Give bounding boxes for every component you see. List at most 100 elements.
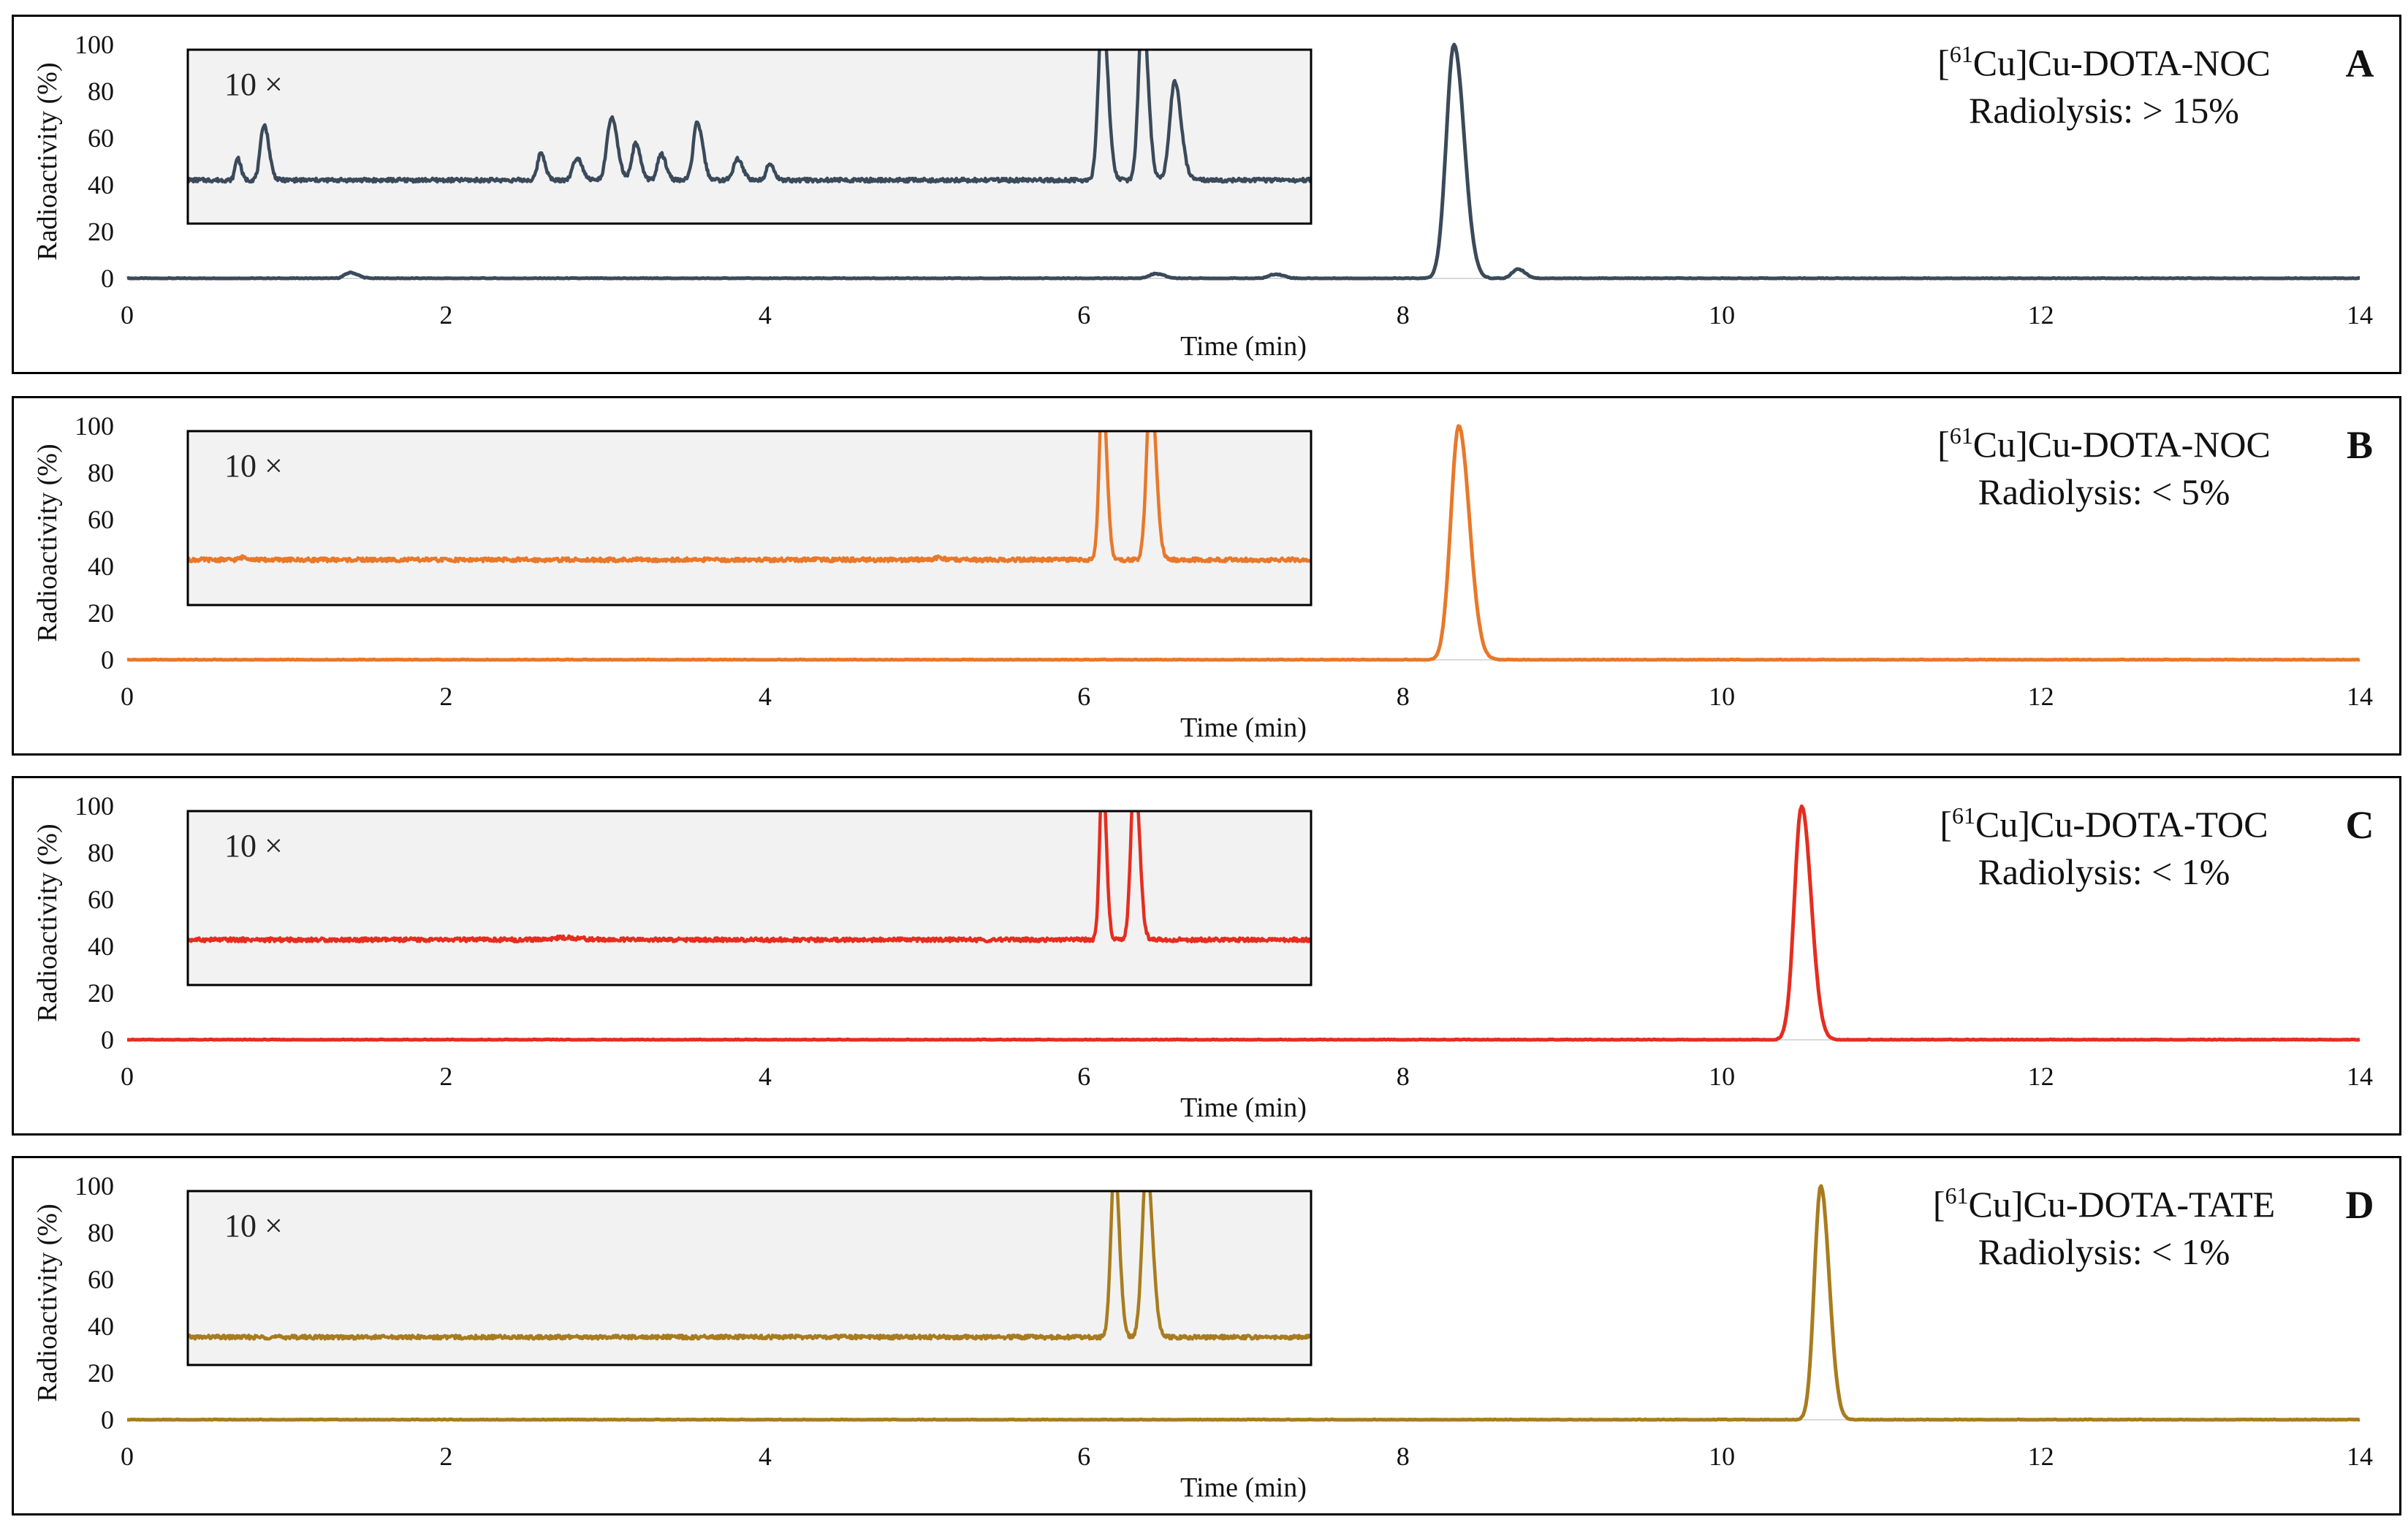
y-tick-label: 0 (101, 1405, 114, 1434)
inset-trace (188, 431, 1311, 563)
x-tick-label: 8 (1397, 300, 1410, 330)
y-tick-label: 80 (88, 77, 114, 106)
inset-border (186, 1190, 1313, 1366)
x-tick-label: 4 (759, 1442, 772, 1471)
inset-border (186, 48, 1313, 225)
x-tick-label: 14 (2347, 682, 2373, 711)
x-tick-label: 10 (1709, 682, 1735, 711)
x-tick-label: 6 (1077, 1442, 1090, 1471)
radiolysis-label: Radiolysis: < 1% (1978, 851, 2230, 892)
y-tick-label: 20 (88, 1358, 114, 1388)
compound-isotope-superscript: 61 (1950, 41, 1973, 67)
chart-svg: 0 20 40 60 80 100 0 2 4 6 8 10 12 14 Time (min) Radioac… (32, 30, 2374, 362)
x-tick-label: 8 (1397, 1062, 1410, 1091)
compound-prefix: [ (1937, 424, 1950, 465)
x-tick-label: 12 (2028, 1442, 2054, 1471)
y-tick-label: 40 (88, 932, 114, 961)
main-trace (126, 1184, 2360, 1422)
y-tick-label: 80 (88, 1218, 114, 1247)
compound-name: [61Cu]Cu-DOTA-TOC (1940, 802, 2268, 845)
compound-isotope-superscript: 61 (1952, 802, 1975, 829)
x-tick-label: 12 (2028, 300, 2054, 330)
main-trace (126, 804, 2360, 1042)
compound-name: [61Cu]Cu-DOTA-NOC (1937, 41, 2271, 83)
x-axis-title: Time (min) (1180, 1472, 1307, 1503)
x-tick-label: 0 (121, 300, 134, 330)
y-tick-label: 60 (88, 505, 114, 534)
x-tick-label: 0 (121, 1442, 134, 1471)
chart-svg: 0 20 40 60 80 100 0 2 4 6 8 10 12 14 Time (min) Radioac… (32, 411, 2373, 743)
x-tick-label: 10 (1709, 1062, 1735, 1091)
main-trace (126, 424, 2360, 662)
y-tick-label: 40 (88, 552, 114, 581)
y-axis-title: Radioactivity (%) (32, 1203, 63, 1402)
radiolysis-label: Radiolysis: < 1% (1978, 1231, 2230, 1272)
x-tick-label: 2 (439, 1442, 452, 1471)
y-tick-label: 60 (88, 885, 114, 914)
x-tick-label: 2 (439, 1062, 452, 1091)
x-tick-label: 2 (439, 300, 452, 330)
compound-prefix: [ (1937, 42, 1950, 83)
inset-trace (188, 811, 1311, 943)
inset-trace (188, 1191, 1311, 1341)
inset-magnification-label: 10 × (224, 828, 283, 864)
y-tick-label: 100 (75, 791, 114, 821)
x-tick-label: 6 (1077, 1062, 1090, 1091)
x-tick-label: 6 (1077, 682, 1090, 711)
panel-letter: A (2346, 42, 2374, 85)
inset-box (186, 48, 1313, 225)
x-tick-label: 4 (759, 1062, 772, 1091)
y-tick-label: 60 (88, 123, 114, 153)
y-tick-label: 20 (88, 978, 114, 1008)
compound-rest: Cu]Cu-DOTA-NOC (1973, 424, 2271, 465)
inset-border (186, 430, 1313, 606)
y-tick-label: 0 (101, 264, 114, 293)
y-tick-label: 80 (88, 838, 114, 867)
compound-name: [61Cu]Cu-DOTA-NOC (1937, 422, 2271, 465)
panel-letter: B (2347, 423, 2373, 467)
inset-magnification-label: 10 × (224, 1208, 283, 1244)
radiolysis-label: Radiolysis: < 5% (1978, 471, 2230, 512)
x-tick-label: 4 (759, 300, 772, 330)
x-tick-label: 12 (2028, 682, 2054, 711)
x-tick-label: 14 (2347, 300, 2373, 330)
x-tick-label: 8 (1397, 682, 1410, 711)
compound-prefix: [ (1933, 1184, 1945, 1225)
y-tick-label: 100 (75, 411, 114, 441)
compound-isotope-superscript: 61 (1945, 1182, 1968, 1209)
inset-magnification-label: 10 × (224, 66, 283, 102)
inset-border (186, 810, 1313, 986)
y-tick-label: 80 (88, 458, 114, 487)
x-tick-label: 6 (1077, 300, 1090, 330)
radiolysis-label: Radiolysis: > 15% (1969, 90, 2239, 131)
y-tick-label: 100 (75, 30, 114, 59)
inset-trace (188, 50, 1311, 184)
x-tick-label: 4 (759, 682, 772, 711)
compound-rest: Cu]Cu-DOTA-TOC (1975, 804, 2268, 845)
y-axis-title: Radioactivity (%) (32, 62, 63, 260)
x-tick-label: 10 (1709, 1442, 1735, 1471)
chart-panel-b: 0 20 40 60 80 100 0 2 4 6 8 10 12 14 Time (min) Radioac… (12, 396, 2401, 756)
compound-isotope-superscript: 61 (1950, 422, 1973, 449)
chart-panel-c: 0 20 40 60 80 100 0 2 4 6 8 10 12 14 Time (min) Radioac… (12, 776, 2401, 1136)
y-tick-label: 40 (88, 170, 114, 199)
y-tick-label: 100 (75, 1171, 114, 1201)
x-tick-label: 10 (1709, 300, 1735, 330)
y-tick-label: 40 (88, 1312, 114, 1341)
x-axis-title: Time (min) (1180, 712, 1307, 743)
x-tick-label: 12 (2028, 1062, 2054, 1091)
x-tick-label: 14 (2347, 1442, 2373, 1471)
y-axis-title: Radioactivity (%) (32, 444, 63, 642)
x-axis-title: Time (min) (1180, 1092, 1307, 1123)
y-tick-label: 0 (101, 1025, 114, 1054)
chart-svg: 0 20 40 60 80 100 0 2 4 6 8 10 12 14 Time (min) Radioac… (32, 791, 2374, 1123)
compound-prefix: [ (1940, 804, 1952, 845)
x-tick-label: 8 (1397, 1442, 1410, 1471)
x-tick-label: 14 (2347, 1062, 2373, 1091)
y-tick-label: 20 (88, 598, 114, 628)
y-tick-label: 20 (88, 217, 114, 246)
inset-magnification-label: 10 × (224, 448, 283, 484)
panel-letter: D (2346, 1183, 2374, 1227)
x-tick-label: 2 (439, 682, 452, 711)
x-tick-label: 0 (121, 1062, 134, 1091)
